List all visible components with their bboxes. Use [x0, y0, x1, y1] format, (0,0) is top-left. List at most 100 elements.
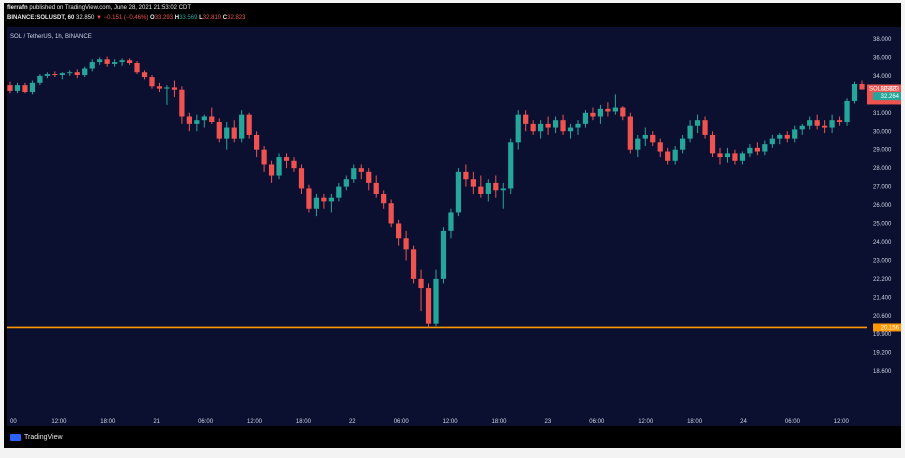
candle-body [328, 197, 334, 202]
candle-body [179, 89, 185, 117]
candle-body [560, 120, 566, 132]
candle-body [597, 108, 604, 117]
candle-body [201, 116, 207, 121]
candle-body [381, 193, 387, 204]
candle-body [134, 62, 140, 73]
candle-body [366, 171, 372, 183]
candle-body [680, 138, 686, 150]
candle-body [627, 116, 633, 150]
x-tick-label: 22 [349, 419, 356, 425]
candle-body [448, 212, 454, 231]
x-tick-label: 12:00 [51, 419, 67, 425]
y-tick-label: 23.000 [873, 258, 892, 264]
candle-body [859, 83, 865, 90]
price-tag-bg [873, 323, 901, 332]
y-tick-label: 38.000 [873, 37, 892, 43]
x-tick-label: 06:00 [785, 419, 801, 425]
price-tag-bg [873, 92, 901, 101]
candle-body [814, 120, 820, 126]
y-tick-label: 30.000 [873, 129, 892, 135]
candle-body [717, 153, 723, 158]
y-tick-label: 21.400 [873, 295, 892, 301]
candle-body [29, 82, 36, 93]
candle-body [620, 107, 626, 117]
x-tick-label: 24 [740, 419, 747, 425]
time-axis[interactable] [7, 412, 901, 426]
candle-body [590, 112, 596, 117]
candle-body [261, 149, 267, 165]
candle-body [156, 86, 163, 89]
candle-body [276, 157, 282, 176]
candle-body [112, 62, 118, 64]
candle-body [724, 153, 731, 158]
candle-body [478, 186, 484, 194]
candle-body [82, 68, 88, 75]
footer-bar [4, 426, 901, 448]
x-tick-label: 18:00 [491, 419, 507, 425]
candle-body [508, 142, 514, 189]
candle-body [829, 120, 835, 128]
candle-body [388, 203, 394, 224]
candle-body [582, 112, 589, 124]
candle-body [313, 197, 320, 209]
y-tick-label: 22.200 [873, 277, 892, 283]
price-tag-symbol: SOLUSDT [869, 86, 898, 92]
x-tick-label: 18:00 [687, 419, 703, 425]
candle-body [822, 125, 828, 128]
candle-body [306, 188, 312, 209]
price-tag: 20.156 [873, 323, 901, 332]
candle-body [635, 138, 641, 150]
ohlc-open: 33.293 [154, 15, 174, 21]
candle-body [702, 120, 708, 135]
author-name[interactable]: flerrafn [7, 5, 28, 11]
candle-body [126, 60, 133, 63]
x-tick-label: 18:00 [296, 419, 312, 425]
candle-body [268, 164, 275, 176]
x-tick-label: 06:00 [198, 419, 214, 425]
ohlc-close: 32.823 [227, 15, 246, 21]
candle-body [254, 134, 260, 150]
publish-text: published on TradingView.com, June 28, 2… [29, 5, 192, 11]
candle-body [754, 147, 760, 152]
x-tick-label: 23 [545, 419, 552, 425]
candle-body [650, 134, 656, 143]
price-tag-value: 20.156 [881, 325, 900, 331]
candle-body [141, 72, 148, 78]
price-tag: 32.264 [873, 92, 901, 101]
plot-area[interactable] [7, 27, 867, 412]
candle-body [500, 188, 506, 191]
price-tag-value: 32.264 [881, 94, 900, 100]
candle-body [44, 74, 50, 76]
price-tag-value: 32.823 [881, 86, 900, 92]
symbol-label: SOL / TetherUS, 1h, BINANCE [10, 34, 92, 40]
candle-body [485, 182, 491, 194]
candle-body [687, 125, 693, 139]
candle-body [89, 62, 95, 69]
y-tick-label: 19.200 [873, 351, 892, 357]
ohlc-low: 32.810 [202, 15, 222, 21]
candle-body [433, 278, 439, 324]
candle-body [283, 157, 290, 161]
candle-body [209, 116, 215, 123]
candle-body [149, 77, 155, 87]
candle-body [739, 153, 746, 161]
candle-body [642, 134, 648, 139]
candle-body [575, 123, 581, 128]
candle-body [410, 249, 417, 279]
ohlc-high: 33.569 [179, 15, 198, 21]
candle-body [769, 138, 775, 145]
candle-body [14, 85, 21, 91]
candle-body [396, 223, 402, 239]
y-tick-label: 26.000 [873, 203, 892, 209]
candle-body [844, 100, 850, 123]
candle-body [224, 127, 230, 139]
candle-body [799, 125, 805, 130]
x-tick-label: 18:00 [100, 419, 116, 425]
brand-label: TradingView [24, 434, 63, 441]
tradingview-logo[interactable]: TradingView [10, 434, 63, 441]
y-tick-label: 34.000 [873, 74, 892, 80]
candle-body [194, 120, 200, 124]
candle-body [530, 123, 536, 132]
candle-body [605, 108, 611, 112]
candle-body [440, 230, 447, 279]
